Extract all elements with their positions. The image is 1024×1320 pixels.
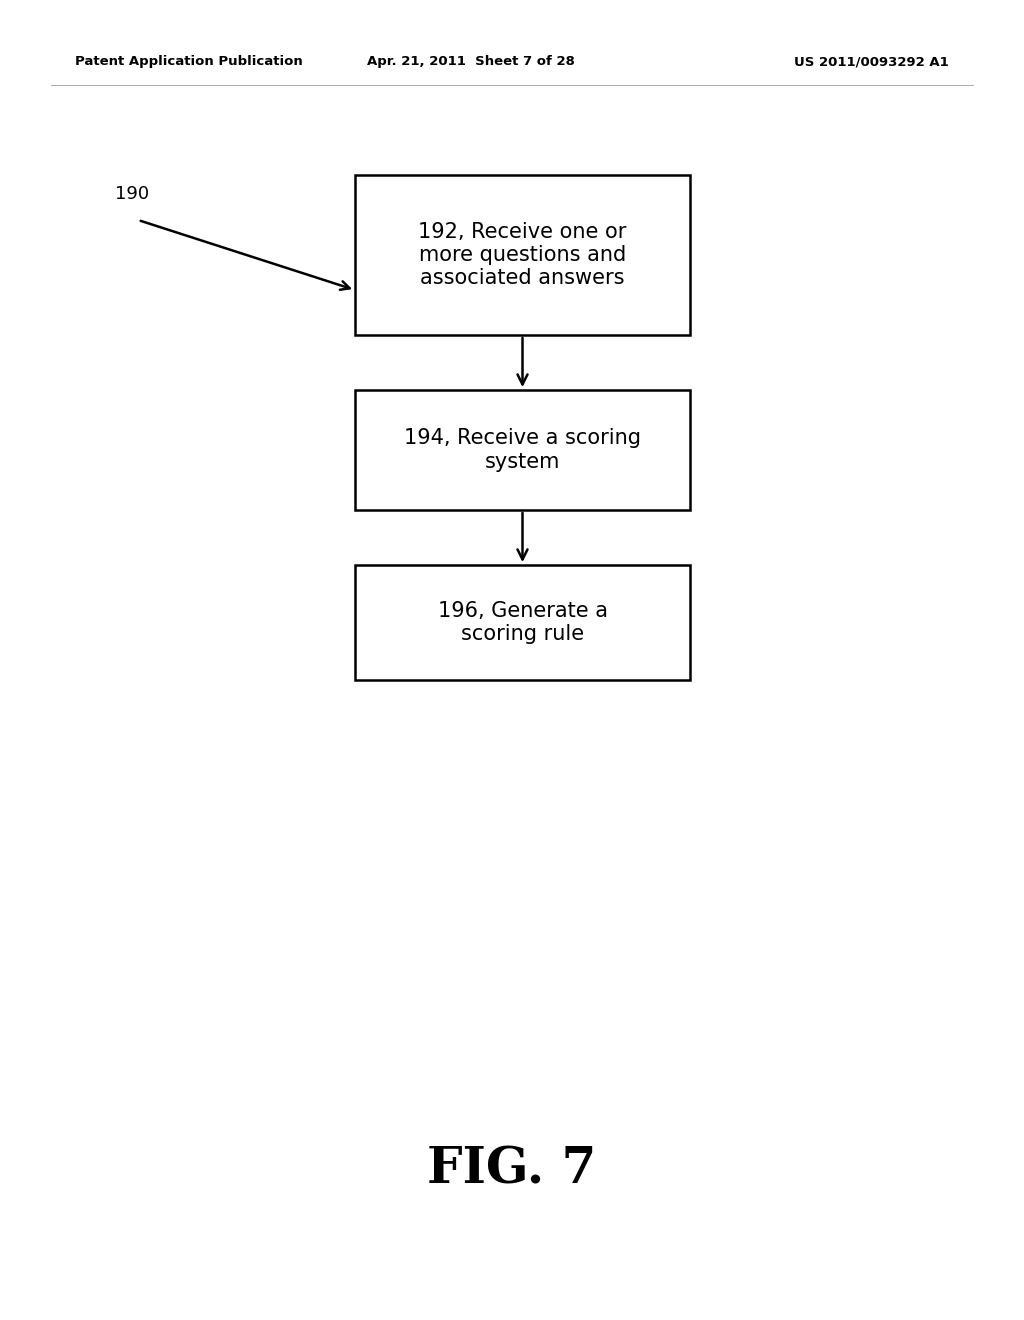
Text: Apr. 21, 2011  Sheet 7 of 28: Apr. 21, 2011 Sheet 7 of 28 [367,55,575,69]
Text: US 2011/0093292 A1: US 2011/0093292 A1 [795,55,949,69]
Bar [355,565,690,680]
Text: 192, Receive one or
more questions and
associated answers: 192, Receive one or more questions and a… [419,222,627,288]
Text: 194, Receive a scoring
system: 194, Receive a scoring system [404,429,641,471]
Text: FIG. 7: FIG. 7 [427,1146,597,1195]
Text: 196, Generate a
scoring rule: 196, Generate a scoring rule [437,601,607,644]
Text: Patent Application Publication: Patent Application Publication [75,55,303,69]
Bar [355,389,690,510]
Text: 190: 190 [115,185,150,203]
Bar [355,176,690,335]
